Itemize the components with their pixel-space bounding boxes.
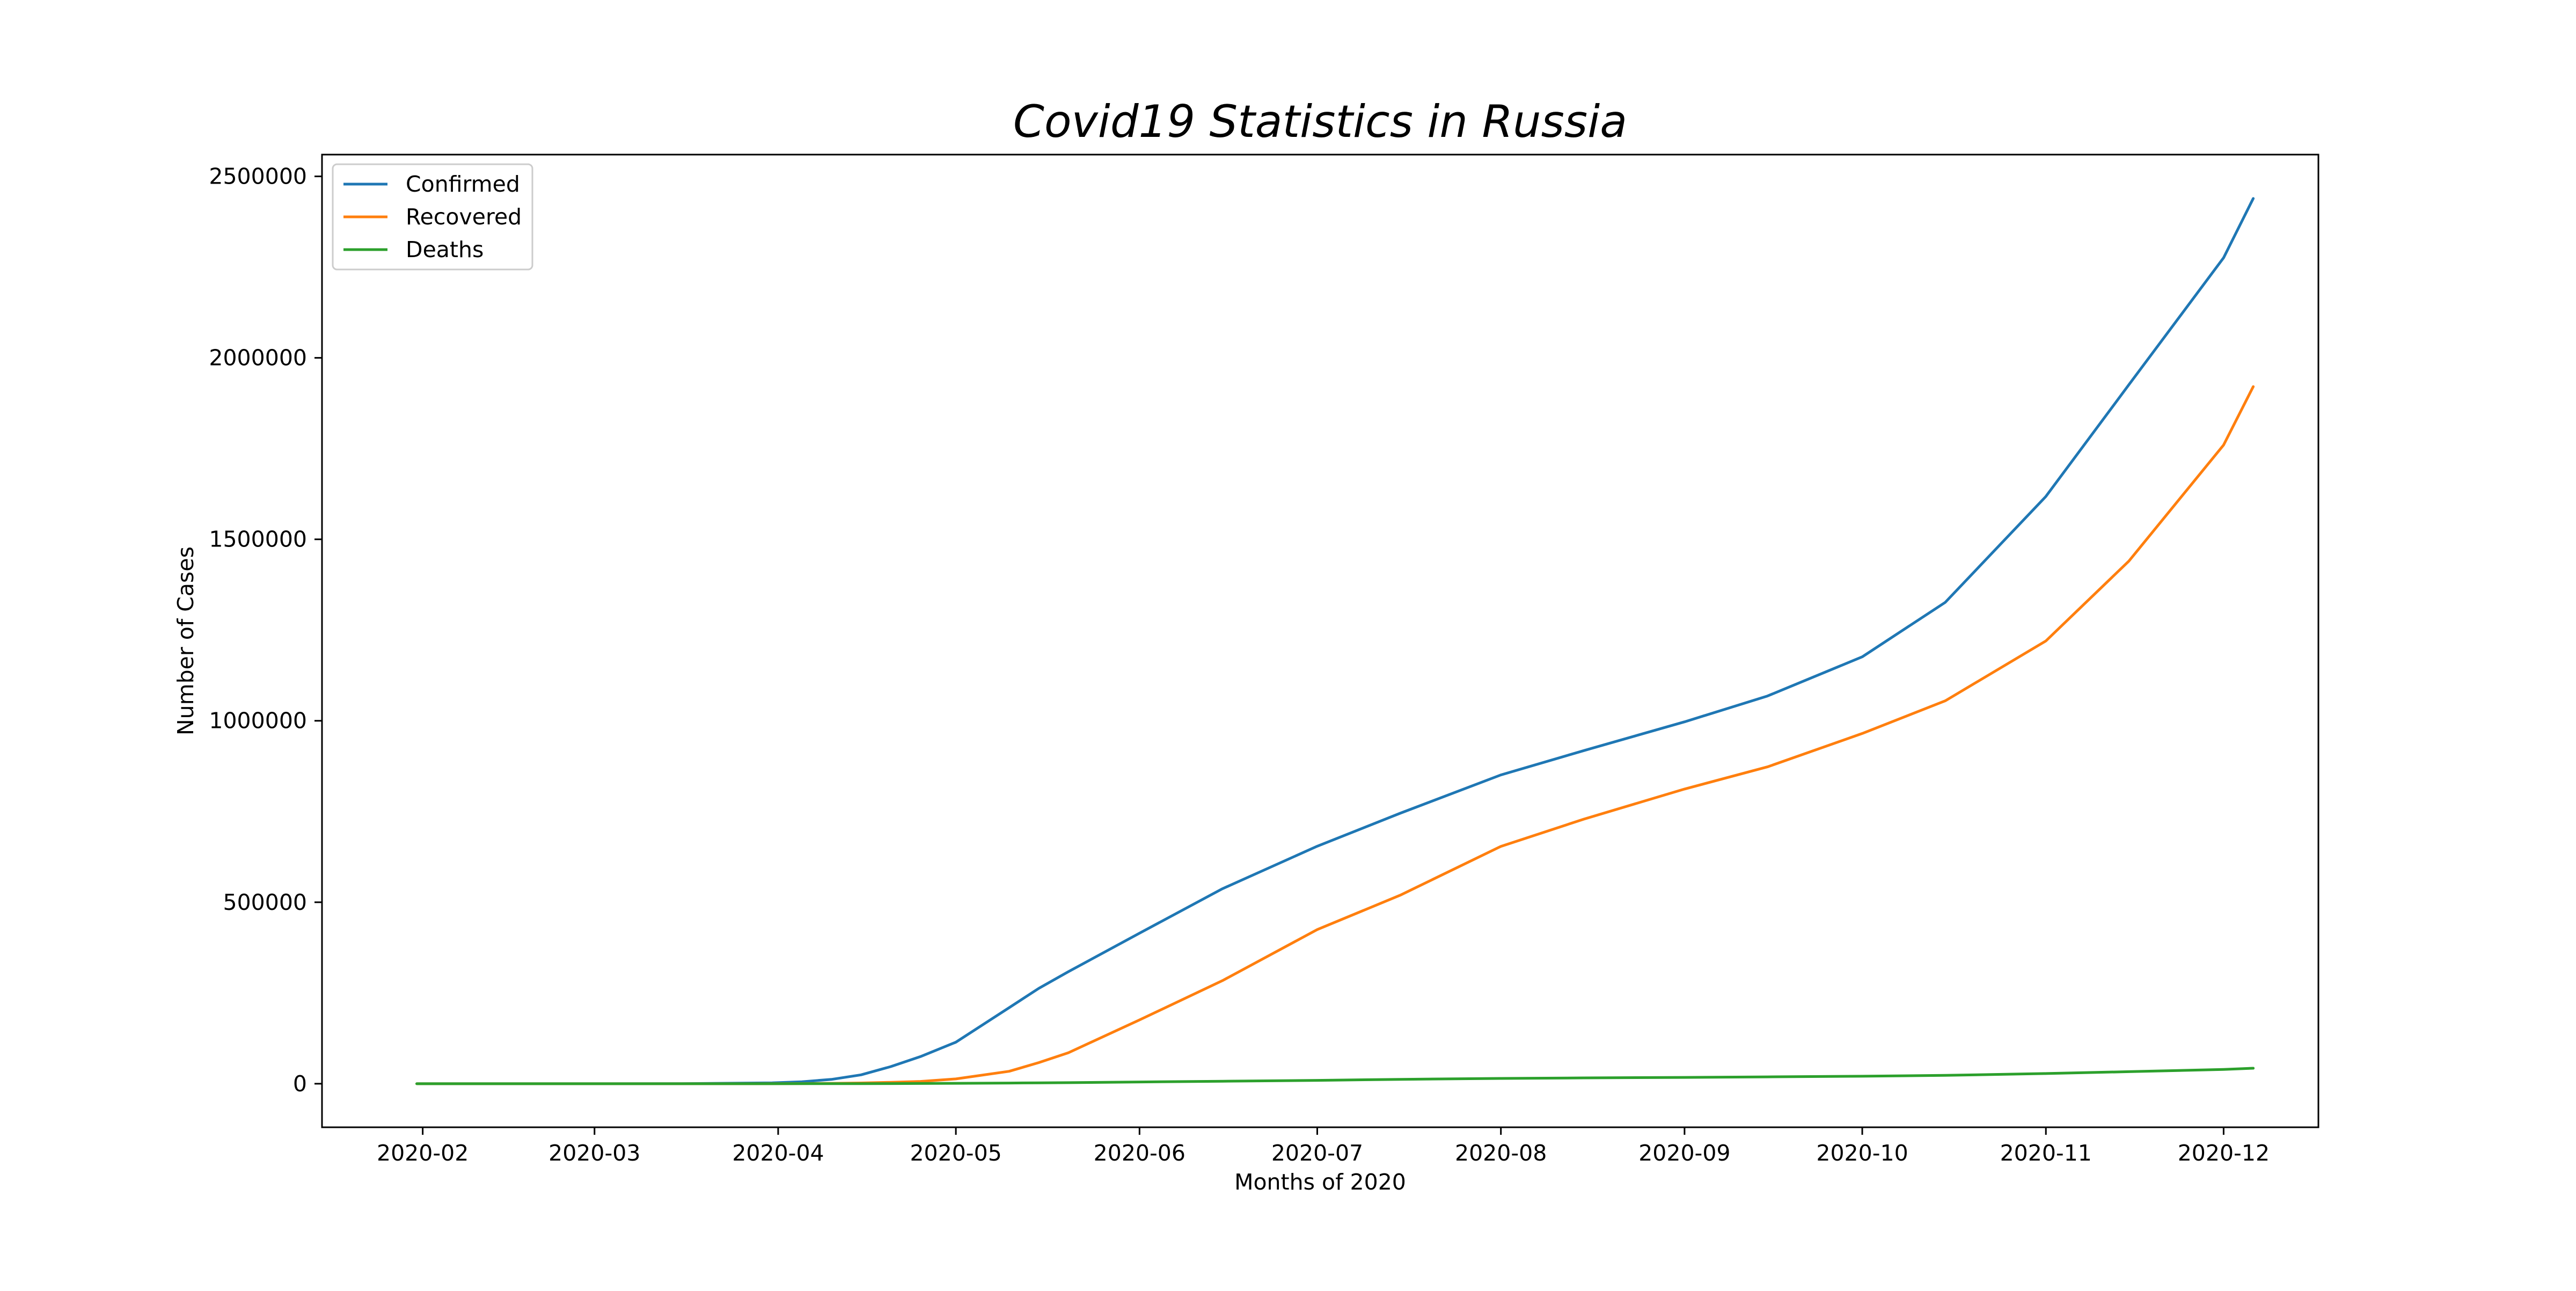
series-line-deaths [415,1067,2255,1085]
x-tick-label: 2020-03 [548,1140,640,1166]
series-lines [415,197,2255,1085]
x-tick-label: 2020-10 [1816,1140,1908,1166]
y-axis-label: Number of Cases [173,546,199,735]
legend: Confirmed Recovered Deaths [332,163,533,271]
y-tick-label: 1500000 [209,527,307,552]
x-tick-label: 2020-09 [1638,1140,1730,1166]
x-tick-label: 2020-12 [2178,1140,2270,1166]
legend-label-deaths: Deaths [406,237,484,262]
y-axis-ticks: 0 500000 1000000 1500000 2000000 2500000 [209,164,322,1097]
legend-label-recovered: Recovered [406,204,522,230]
y-tick-label: 500000 [223,889,307,915]
x-axis-ticks: 2020-02 2020-03 2020-04 2020-05 2020-06 2020-… [377,1127,2270,1166]
x-tick-label: 2020-04 [732,1140,824,1166]
y-tick-label: 2500000 [209,164,307,189]
y-tick-label: 1000000 [209,708,307,734]
plot-frame [321,154,2319,1128]
x-tick-label: 2020-08 [1455,1140,1547,1166]
x-tick-label: 2020-07 [1271,1140,1363,1166]
legend-label-confirmed: Confirmed [406,171,520,197]
x-tick-label: 2020-06 [1094,1140,1185,1166]
x-tick-label: 2020-02 [377,1140,469,1166]
plot-area [322,155,2318,1127]
x-axis-label: Months of 2020 [1234,1169,1406,1195]
legend-box [332,163,533,271]
series-line-confirmed [415,197,2255,1085]
y-tick-label: 0 [293,1071,307,1097]
chart-title: Covid19 Statistics in Russia [1013,96,1627,148]
x-tick-label: 2020-11 [2000,1140,2092,1166]
x-tick-label: 2020-05 [910,1140,1001,1166]
y-tick-label: 2000000 [209,345,307,371]
